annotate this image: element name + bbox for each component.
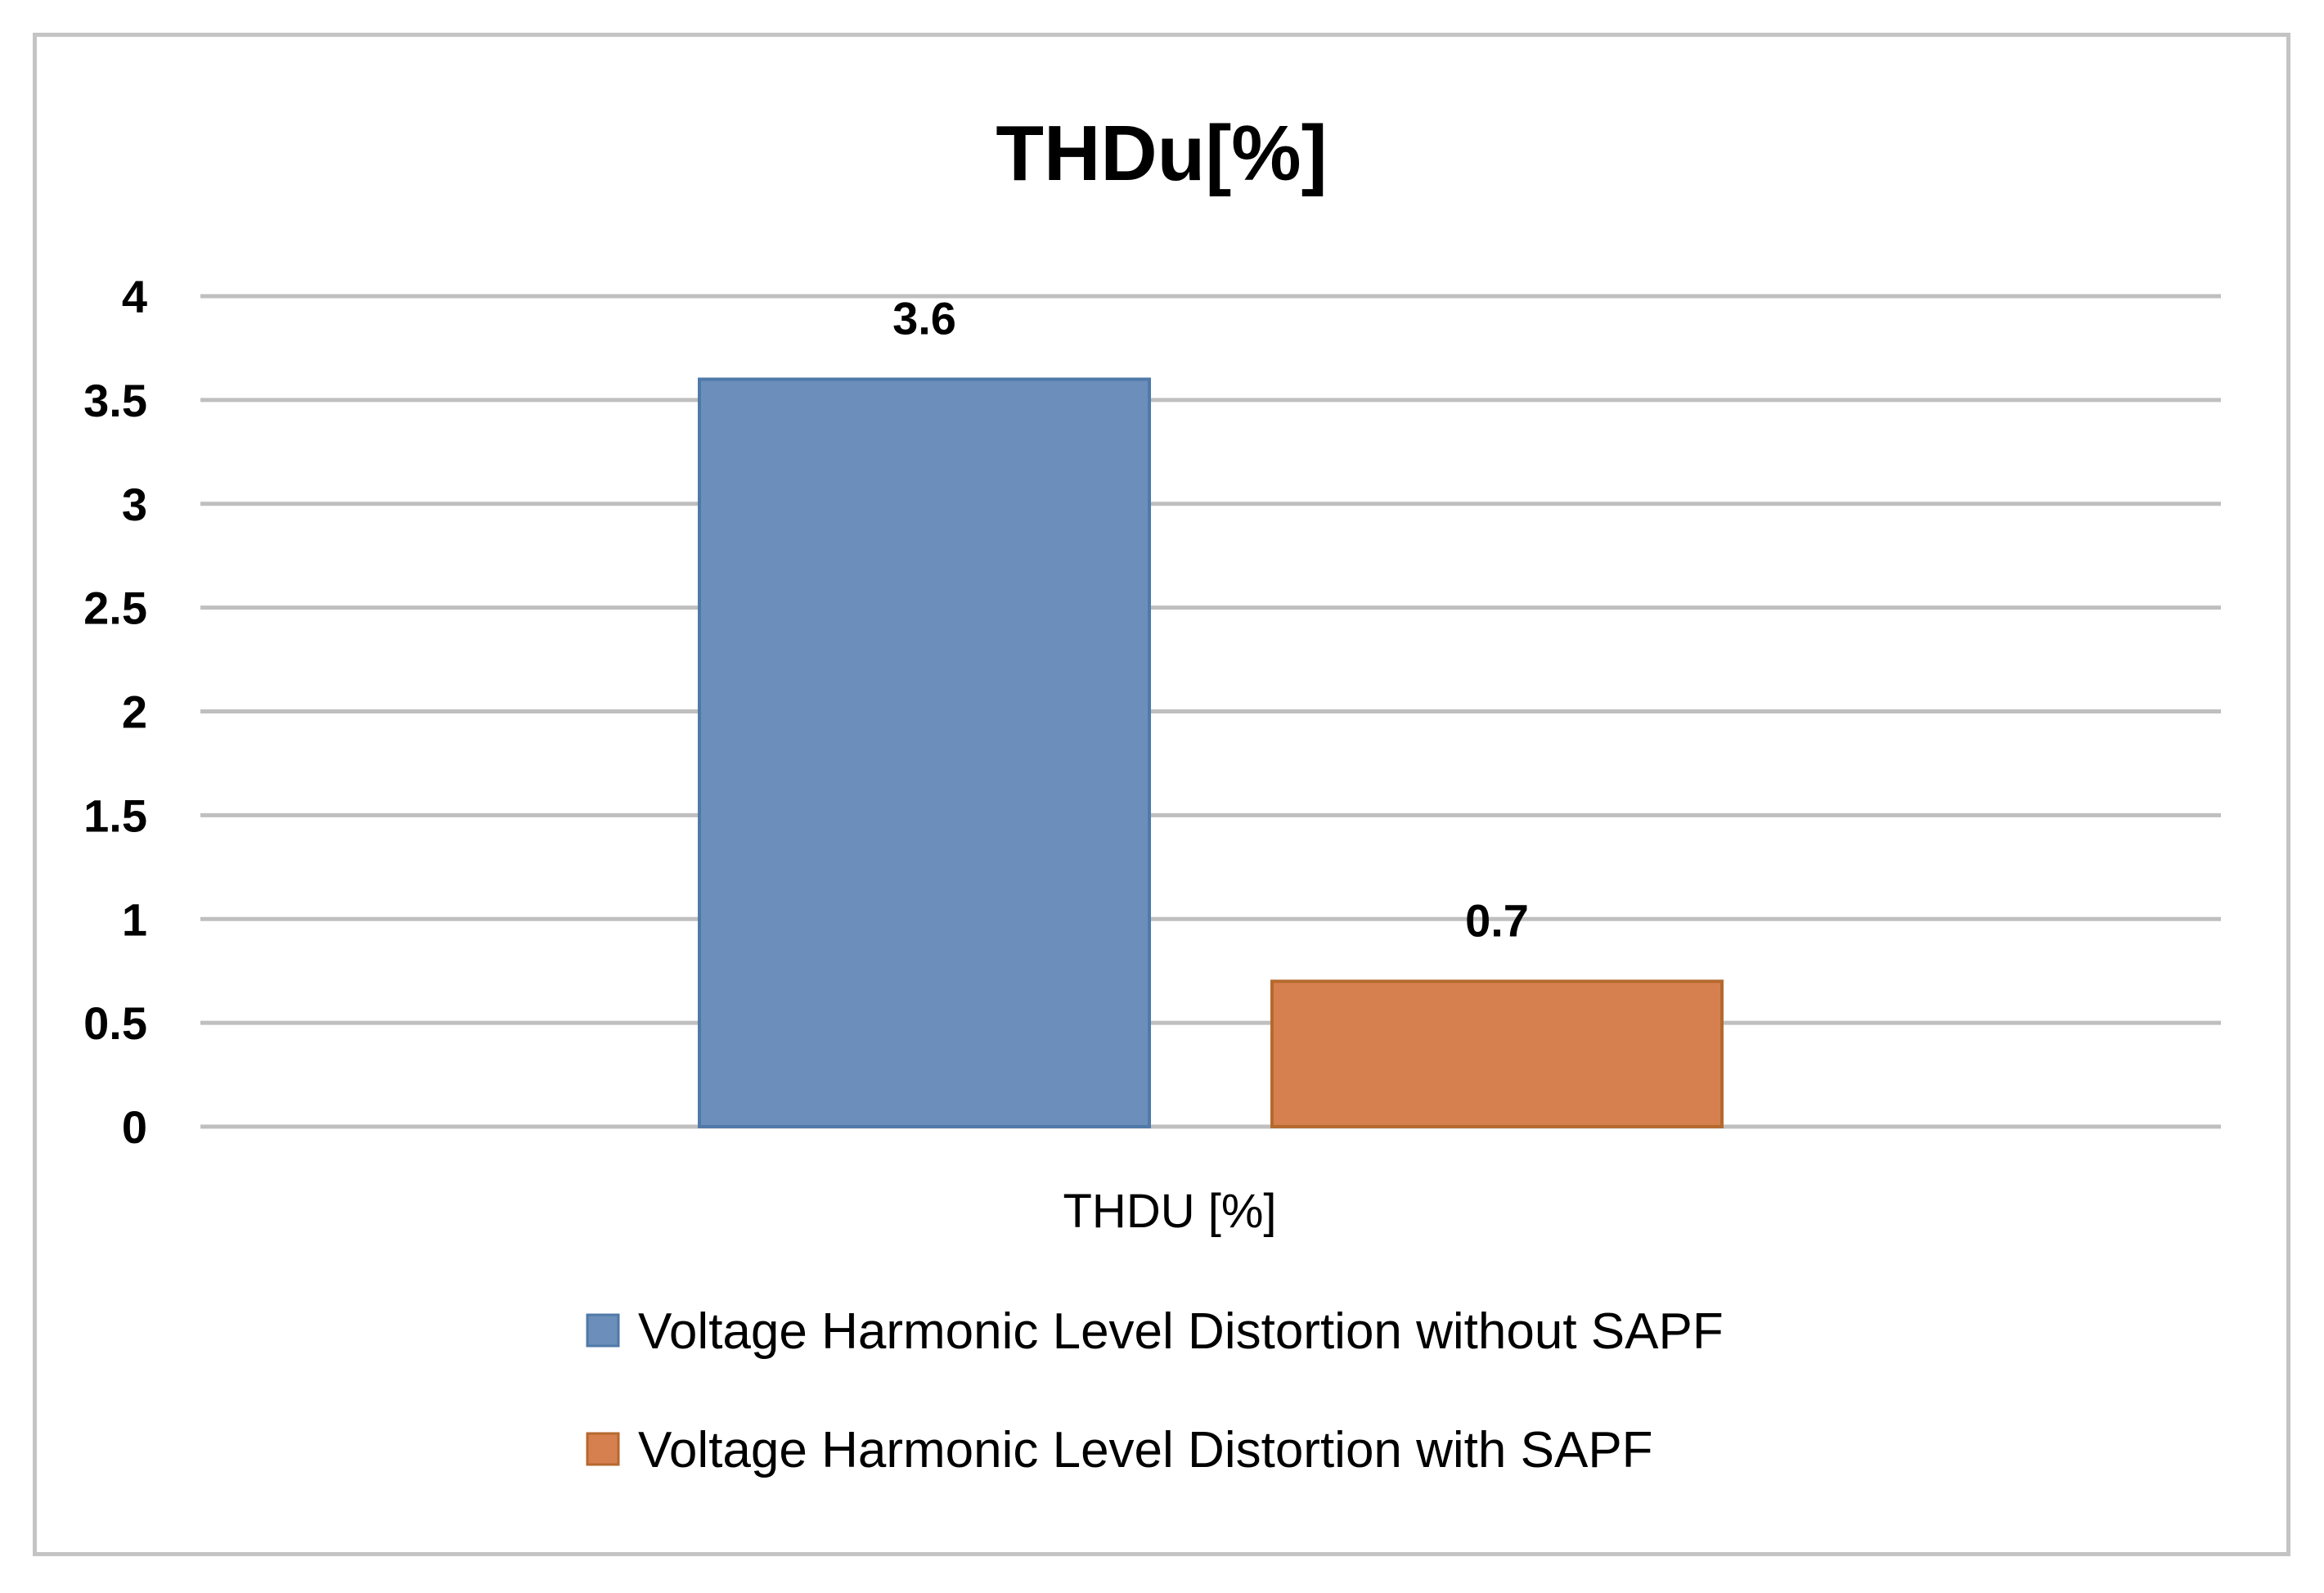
legend-label-1: Voltage Harmonic Level Distortion withou… [638, 1303, 1724, 1360]
gridlines [200, 294, 2221, 1129]
legend-label-2: Voltage Harmonic Level Distortion with S… [638, 1422, 1653, 1478]
y-tick-label: 0.5 [83, 997, 147, 1049]
data-label-1: 3.6 [892, 293, 956, 344]
y-tick-label: 2.5 [83, 583, 147, 634]
y-tick-label: 2 [122, 686, 147, 738]
legend-swatch-1 [586, 1313, 620, 1348]
chart-frame [33, 33, 2290, 1556]
legend-swatch-2 [586, 1432, 620, 1466]
bar-1 [698, 377, 1151, 1128]
x-axis: THDU [%] [1063, 1185, 1277, 1238]
y-tick-label: 4 [122, 271, 147, 322]
legend: Voltage Harmonic Level Distortion withou… [586, 1303, 1724, 1478]
bar-2 [1270, 979, 1724, 1128]
y-tick-label: 1 [122, 893, 147, 945]
data-label-2: 0.7 [1465, 894, 1529, 946]
y-tick-label: 1.5 [83, 790, 147, 841]
x-category-label: THDU [%] [1063, 1185, 1277, 1238]
chart-title: THDu[%] [996, 110, 1327, 197]
y-tick-label: 3.5 [83, 375, 147, 426]
y-axis: 0 0.5 1 1.5 2 2.5 3 3.5 4 [83, 271, 147, 1153]
data-labels: 3.6 0.7 [892, 293, 1529, 947]
bars [698, 377, 1724, 1128]
y-tick-label: 0 [122, 1101, 147, 1153]
y-tick-label: 3 [122, 479, 147, 530]
